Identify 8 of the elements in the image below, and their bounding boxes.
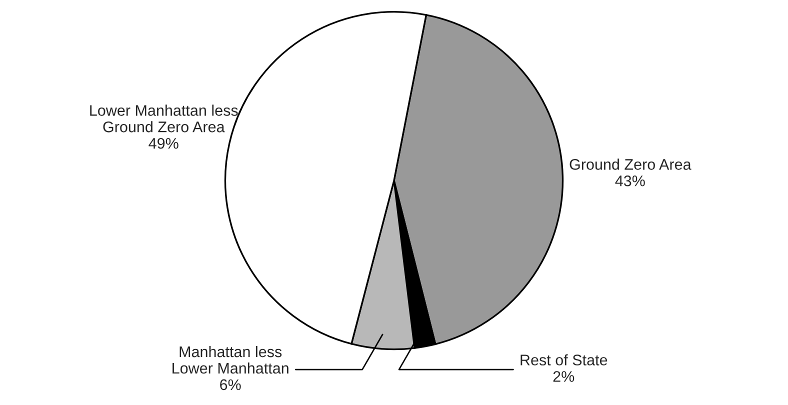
data-label: 6% xyxy=(220,379,241,390)
slice-label: Rest of State xyxy=(520,354,608,366)
data-label: 43% xyxy=(615,175,645,186)
slice-label: Lower Manhattan less Ground Zero Area xyxy=(90,104,238,132)
data-label: 49% xyxy=(148,138,178,149)
data-label: 2% xyxy=(553,371,574,382)
slice-label: Ground Zero Area xyxy=(570,158,692,170)
slice-label: Manhattan less Lower Manhattan xyxy=(172,346,288,374)
